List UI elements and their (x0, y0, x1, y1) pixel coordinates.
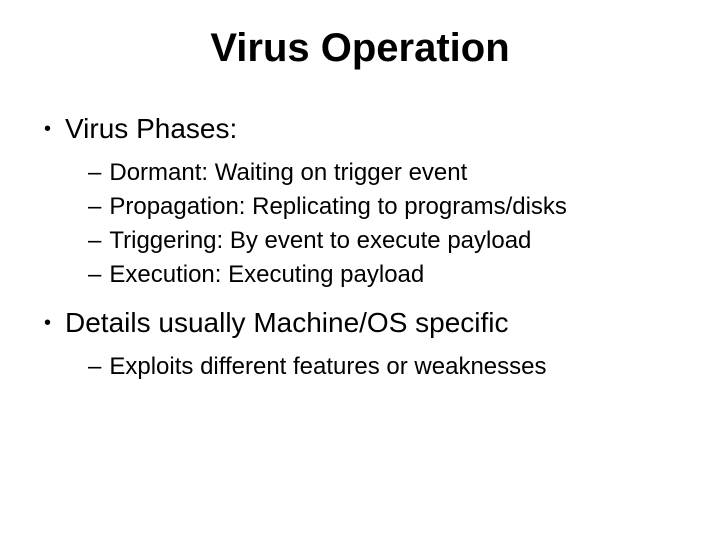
slide-title: Virus Operation (40, 26, 680, 71)
bullet-l2-text: Exploits different features or weaknesse… (109, 353, 546, 381)
bullet-dot-icon: • (44, 307, 51, 339)
bullet-l2: – Dormant: Waiting on trigger event (88, 159, 680, 187)
bullet-l2-text: Propagation: Replicating to programs/dis… (109, 193, 567, 221)
dash-icon: – (88, 261, 101, 289)
bullet-l2: – Execution: Executing payload (88, 261, 680, 289)
bullet-l1-text: Virus Phases: (65, 113, 237, 145)
bullet-dot-icon: • (44, 113, 51, 145)
dash-icon: – (88, 227, 101, 255)
bullet-l2: – Exploits different features or weaknes… (88, 353, 680, 381)
bullet-group-0: • Virus Phases: – Dormant: Waiting on tr… (40, 113, 680, 289)
bullet-l1-text: Details usually Machine/OS specific (65, 307, 509, 339)
dash-icon: – (88, 353, 101, 381)
bullet-l2-text: Triggering: By event to execute payload (109, 227, 531, 255)
bullet-l1: • Details usually Machine/OS specific (44, 307, 680, 339)
dash-icon: – (88, 159, 101, 187)
dash-icon: – (88, 193, 101, 221)
bullet-l2-text: Dormant: Waiting on trigger event (109, 159, 467, 187)
bullet-l2: – Triggering: By event to execute payloa… (88, 227, 680, 255)
bullet-l1: • Virus Phases: (44, 113, 680, 145)
bullet-l2-text: Execution: Executing payload (109, 261, 424, 289)
bullet-l2: – Propagation: Replicating to programs/d… (88, 193, 680, 221)
slide: Virus Operation • Virus Phases: – Dorman… (0, 0, 720, 540)
bullet-group-1: • Details usually Machine/OS specific – … (40, 307, 680, 381)
